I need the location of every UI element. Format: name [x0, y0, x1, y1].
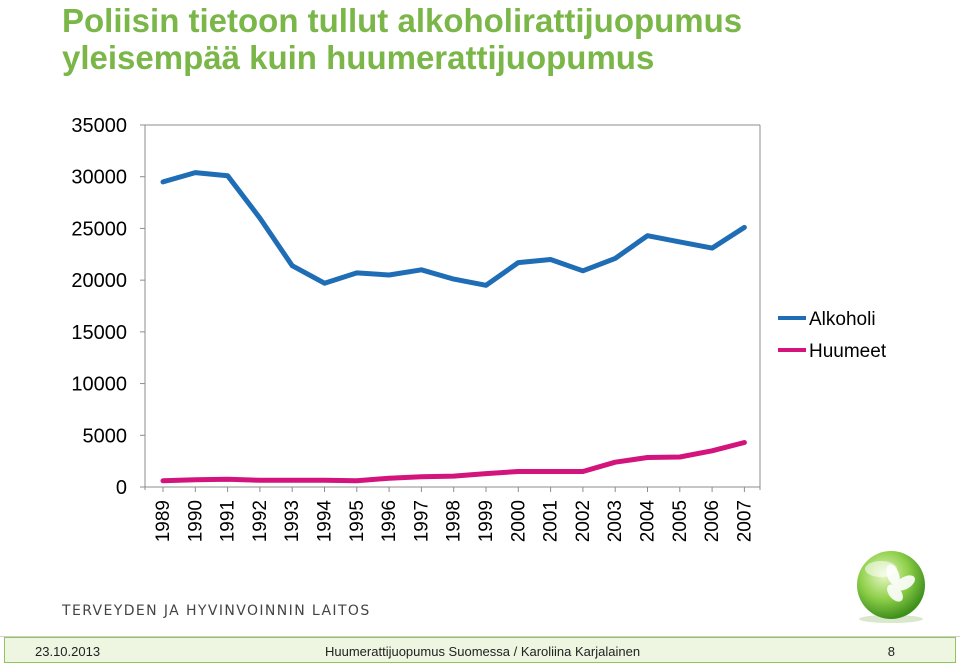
data-point-huumeet [290, 478, 294, 482]
data-point-alkoholi [226, 174, 230, 178]
x-tick-label: 1991 [218, 500, 239, 542]
y-tick-label: 35000 [71, 115, 127, 137]
line-chart: 0 5000 10000 15000 20000 25000 30000 35000 1989… [71, 115, 887, 542]
x-tick-label: 1994 [315, 500, 336, 543]
x-tick-label: 2007 [734, 500, 755, 542]
data-point-huumeet [742, 441, 746, 445]
y-tick-label: 5000 [83, 425, 128, 447]
y-tick-label: 25000 [71, 218, 127, 240]
page-number: 8 [887, 644, 895, 659]
footer-date: 23.10.2013 [35, 644, 101, 659]
y-tick-label: 30000 [71, 167, 127, 189]
data-point-huumeet [161, 479, 165, 483]
legend-label-alkoholi: Alkoholi [809, 309, 876, 330]
data-point-alkoholi [613, 256, 617, 260]
data-point-alkoholi [355, 271, 359, 275]
slide-title: Poliisin tietoon tullut alkoholirattijuo… [62, 2, 922, 76]
x-axis-ticks: 1989 1990 1991 1992 1993 1994 1995 1996 1997 1998… [153, 487, 755, 542]
data-point-huumeet [581, 469, 585, 473]
footer-band: 23.10.2013 Huumerattijuopumus Suomessa /… [4, 637, 956, 663]
x-tick-label: 1992 [250, 500, 271, 542]
data-point-huumeet [387, 476, 391, 480]
data-point-alkoholi [161, 180, 165, 184]
footer-bar: 23.10.2013 Huumerattijuopumus Suomessa /… [0, 636, 960, 667]
data-point-huumeet [226, 477, 230, 481]
x-tick-label: 2004 [638, 500, 659, 543]
data-point-alkoholi [516, 261, 520, 265]
data-point-alkoholi [452, 277, 456, 281]
data-point-alkoholi [484, 283, 488, 287]
y-tick-label: 15000 [71, 322, 127, 344]
data-point-huumeet [452, 474, 456, 478]
data-point-alkoholi [290, 264, 294, 268]
y-tick-label: 10000 [71, 374, 127, 396]
data-point-alkoholi [710, 246, 714, 250]
series-layer [160, 170, 747, 484]
data-point-alkoholi [646, 234, 649, 238]
series-line-alkoholi [160, 170, 747, 288]
x-tick-label: 2000 [508, 500, 529, 542]
x-tick-label: 2006 [702, 500, 723, 542]
data-point-alkoholi [323, 281, 326, 285]
data-point-huumeet [193, 478, 197, 482]
data-point-alkoholi [387, 273, 391, 277]
footer-presentation-title: Huumerattijuopumus Suomessa / Karoliina … [325, 644, 641, 659]
data-point-huumeet [484, 472, 488, 476]
x-tick-label: 1996 [379, 500, 400, 542]
data-point-huumeet [646, 456, 649, 460]
y-tick-label: 0 [116, 477, 127, 499]
data-point-alkoholi [678, 240, 682, 244]
data-point-huumeet [323, 478, 326, 482]
data-point-alkoholi [581, 269, 585, 273]
data-point-huumeet [678, 455, 682, 459]
data-point-huumeet [549, 469, 553, 473]
title-line-1: Poliisin tietoon tullut alkoholirattijuo… [62, 2, 743, 39]
x-tick-label: 1999 [476, 500, 497, 542]
x-tick-label: 2005 [670, 500, 691, 542]
leaf-sphere-logo [857, 551, 925, 623]
x-tick-label: 1989 [153, 500, 174, 542]
data-point-huumeet [710, 449, 714, 453]
x-tick-label: 1990 [185, 500, 206, 542]
data-point-huumeet [516, 469, 520, 473]
data-point-huumeet [258, 478, 262, 482]
data-point-huumeet [419, 475, 423, 479]
data-point-alkoholi [742, 225, 746, 229]
y-tick-label: 20000 [71, 270, 127, 292]
x-tick-label: 1995 [347, 500, 368, 542]
data-point-alkoholi [258, 216, 262, 220]
x-tick-label: 1998 [444, 500, 465, 542]
legend-label-huumeet: Huumeet [809, 341, 887, 362]
data-point-alkoholi [193, 171, 197, 175]
data-point-huumeet [355, 479, 359, 483]
data-point-alkoholi [419, 268, 423, 272]
data-point-alkoholi [549, 257, 553, 261]
legend: Alkoholi Huumeet [778, 309, 887, 362]
organization-name: TERVEYDEN JA HYVINVOINNIN LAITOS [62, 603, 371, 619]
y-axis-ticks: 0 5000 10000 15000 20000 25000 30000 35000 [71, 115, 145, 499]
x-tick-label: 1997 [411, 500, 432, 542]
x-tick-label: 2001 [541, 500, 562, 542]
x-tick-label: 2002 [573, 500, 594, 542]
x-tick-label: 1993 [282, 500, 303, 542]
title-line-2: yleisempää kuin huumerattijuopumus [62, 39, 655, 76]
data-point-huumeet [613, 460, 617, 464]
x-tick-label: 2003 [605, 500, 626, 542]
